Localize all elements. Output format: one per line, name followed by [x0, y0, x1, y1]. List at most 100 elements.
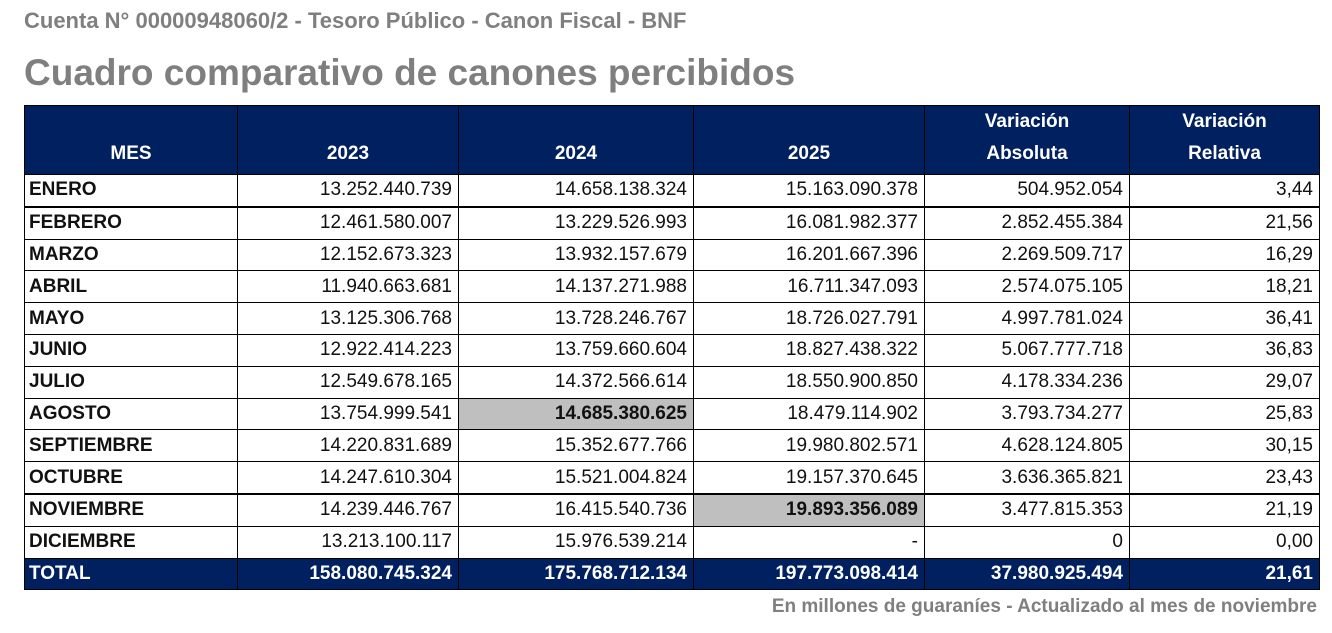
value-cell-y2025: 18.550.900.850 [693, 365, 925, 399]
table-row: FEBRERO 12.461.580.007 13.229.526.993 16.08… [24, 206, 1320, 240]
table-row: OCTUBRE 14.247.610.304 15.521.004.824 19.15… [24, 461, 1320, 495]
value-cell-var-abs: 5.067.777.718 [924, 333, 1130, 367]
value-cell-var-rel: 36,41 [1129, 302, 1320, 335]
value-cell-y2023: 14.247.610.304 [237, 461, 459, 495]
value-cell-y2023: 13.754.999.541 [237, 397, 459, 431]
value-cell-y2023: 14.239.446.767 [237, 493, 459, 527]
total-cell-y2025: 197.773.098.414 [693, 557, 925, 590]
month-cell: OCTUBRE [24, 461, 238, 495]
value-cell-y2025: 16.711.347.093 [693, 270, 925, 304]
value-cell-y2024: 15.976.539.214 [458, 525, 694, 559]
value-cell-var-abs: 504.952.054 [924, 173, 1130, 208]
table-row: SEPTIEMBRE 14.220.831.689 15.352.677.766 19… [24, 429, 1320, 463]
total-cell-y2024: 175.768.712.134 [458, 557, 694, 590]
value-cell-var-abs: 2.269.509.717 [924, 238, 1130, 272]
value-cell-y2024: 15.521.004.824 [458, 461, 694, 495]
table-row: DICIEMBRE 13.213.100.117 15.976.539.214-0 0… [24, 525, 1320, 559]
value-cell-y2024: 14.372.566.614 [458, 365, 694, 399]
value-cell-y2025: 19.980.802.571 [693, 429, 925, 463]
value-cell-var-rel: 29,07 [1129, 365, 1320, 399]
value-cell-y2024: 14.137.271.988 [458, 270, 694, 304]
month-cell: FEBRERO [24, 206, 238, 240]
column-header-mes: MES [24, 105, 238, 175]
value-cell-var-abs: 4.178.334.236 [924, 365, 1130, 399]
value-cell-var-abs: 0 [924, 525, 1130, 559]
table-row: AGOSTO 13.754.999.541 14.685.380.625 18.479… [24, 397, 1320, 431]
footnote: En millones de guaraníes - Actualizado a… [771, 596, 1317, 617]
value-cell-var-abs: 4.997.781.024 [924, 302, 1130, 335]
value-cell-y2023: 12.152.673.323 [237, 238, 459, 272]
value-cell-y2025: 18.479.114.902 [693, 397, 925, 431]
column-header-label: Variación [1182, 111, 1267, 132]
value-cell-var-abs: 3.477.815.353 [924, 493, 1130, 527]
value-cell-var-rel: 21,56 [1129, 206, 1320, 240]
column-header-label: 2023 [326, 143, 370, 164]
value-cell-var-abs: 4.628.124.805 [924, 429, 1130, 463]
column-header-y2023: 2023 [237, 105, 459, 175]
comparison-table: MES 2023 2024 2025 Variación Absoluta Variació… [24, 105, 1320, 590]
value-cell-y2023: 13.213.100.117 [237, 525, 459, 559]
month-cell: ENERO [24, 173, 238, 208]
value-cell-var-rel: 30,15 [1129, 429, 1320, 463]
value-cell-var-abs: 3.636.365.821 [924, 461, 1130, 495]
value-cell-y2023: 13.125.306.768 [237, 302, 459, 335]
value-cell-y2024: 13.759.660.604 [458, 333, 694, 367]
value-cell-y2025: 16.081.982.377 [693, 206, 925, 240]
table-row: JUNIO 12.922.414.223 13.759.660.604 18.827.… [24, 333, 1320, 367]
table-row: ENERO 13.252.440.739 14.658.138.324 15.163.… [24, 173, 1320, 208]
month-cell: JUNIO [24, 333, 238, 367]
column-header-var-rel: Variación Relativa [1129, 105, 1320, 175]
total-label: TOTAL [24, 557, 238, 590]
value-cell-y2024: 14.658.138.324 [458, 173, 694, 208]
table-row: MARZO 12.152.673.323 13.932.157.679 16.201.… [24, 238, 1320, 272]
value-cell-y2023: 12.461.580.007 [237, 206, 459, 240]
column-header-label: Relativa [1188, 143, 1261, 164]
month-cell: MAYO [24, 302, 238, 335]
total-row: TOTAL 158.080.745.324 175.768.712.134 197.7… [24, 557, 1320, 590]
column-header-y2024: 2024 [458, 105, 694, 175]
column-header-label: 2024 [554, 143, 598, 164]
column-header-label: MES [110, 143, 152, 164]
table-row: NOVIEMBRE 14.239.446.767 16.415.540.736 19.… [24, 493, 1320, 527]
value-cell-y2024: 13.932.157.679 [458, 238, 694, 272]
table-row: ABRIL 11.940.663.681 14.137.271.988 16.711.… [24, 270, 1320, 304]
value-cell-y2024: 15.352.677.766 [458, 429, 694, 463]
value-cell-var-rel: 18,21 [1129, 270, 1320, 304]
month-cell: NOVIEMBRE [24, 493, 238, 527]
value-cell-var-rel: 3,44 [1129, 173, 1320, 208]
value-cell-y2024: 13.728.246.767 [458, 302, 694, 335]
value-cell-y2023: 11.940.663.681 [237, 270, 459, 304]
account-subtitle: Cuenta N° 00000948060/2 - Tesoro Público… [24, 8, 687, 33]
value-cell-var-abs: 3.793.734.277 [924, 397, 1130, 431]
table-row: JULIO 12.549.678.165 14.372.566.614 18.550.… [24, 365, 1320, 399]
total-cell-var-rel: 21,61 [1129, 557, 1320, 590]
column-header-label: 2025 [787, 143, 831, 164]
column-header-label: Absoluta [986, 143, 1068, 164]
value-cell-y2023: 12.549.678.165 [237, 365, 459, 399]
value-cell-y2024: 14.685.380.625 [458, 397, 694, 431]
value-cell-var-abs: 2.574.075.105 [924, 270, 1130, 304]
month-cell: ABRIL [24, 270, 238, 304]
total-cell-y2023: 158.080.745.324 [237, 557, 459, 590]
value-cell-var-abs: 2.852.455.384 [924, 206, 1130, 240]
value-cell-y2025: 19.893.356.089 [693, 493, 925, 527]
column-header-label: Variación [984, 111, 1070, 132]
value-cell-y2025: - [693, 525, 925, 559]
table-row: MAYO 13.125.306.768 13.728.246.767 18.726.0… [24, 302, 1320, 335]
value-cell-var-rel: 16,29 [1129, 238, 1320, 272]
value-cell-y2023: 14.220.831.689 [237, 429, 459, 463]
value-cell-var-rel: 21,19 [1129, 493, 1320, 527]
month-cell: AGOSTO [24, 397, 238, 431]
value-cell-var-rel: 23,43 [1129, 461, 1320, 495]
value-cell-y2025: 15.163.090.378 [693, 173, 925, 208]
month-cell: SEPTIEMBRE [24, 429, 238, 463]
value-cell-y2024: 16.415.540.736 [458, 493, 694, 527]
page-title: Cuadro comparativo de canones percibidos [24, 52, 796, 93]
value-cell-y2025: 19.157.370.645 [693, 461, 925, 495]
value-cell-y2023: 13.252.440.739 [237, 173, 459, 208]
month-cell: DICIEMBRE [24, 525, 238, 559]
value-cell-y2025: 18.726.027.791 [693, 302, 925, 335]
value-cell-y2025: 16.201.667.396 [693, 238, 925, 272]
value-cell-y2025: 18.827.438.322 [693, 333, 925, 367]
value-cell-var-rel: 36,83 [1129, 333, 1320, 367]
